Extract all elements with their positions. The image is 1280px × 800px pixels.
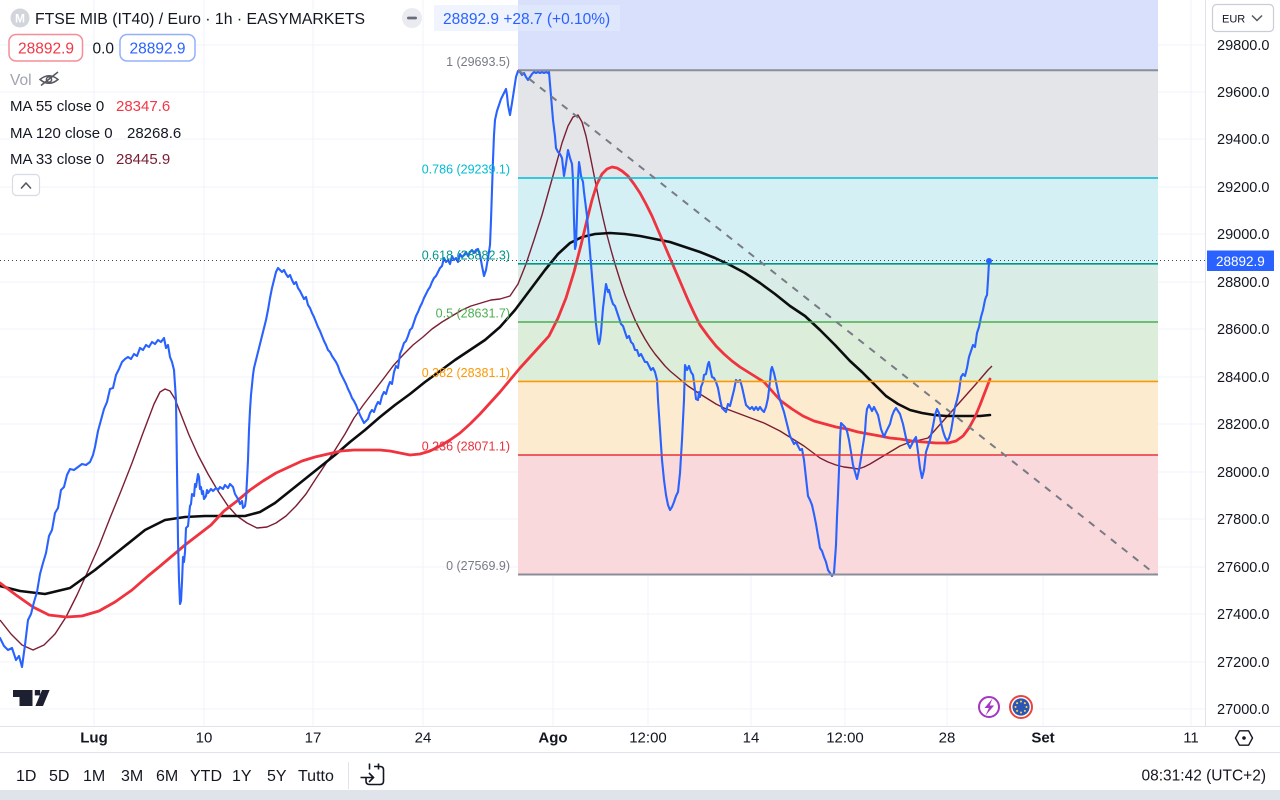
svg-text:28400.0: 28400.0	[1217, 370, 1269, 386]
svg-text:1 (29693.5): 1 (29693.5)	[446, 55, 510, 69]
svg-text:28892.9: 28892.9	[1216, 254, 1265, 269]
svg-text:M: M	[15, 12, 25, 26]
svg-text:27800.0: 27800.0	[1217, 512, 1269, 528]
svg-text:28347.6: 28347.6	[116, 98, 170, 115]
svg-text:5D: 5D	[49, 768, 69, 785]
svg-text:FTSE MIB (IT40) / Euro · 1h ·: FTSE MIB (IT40) / Euro · 1h · EASYMARKET…	[35, 11, 365, 28]
svg-text:29200.0: 29200.0	[1217, 180, 1269, 196]
svg-text:28892.9 +28.7 (+0.10%): 28892.9 +28.7 (+0.10%)	[443, 11, 610, 28]
svg-text:14: 14	[743, 730, 760, 747]
svg-text:27600.0: 27600.0	[1217, 560, 1269, 576]
svg-text:1D: 1D	[16, 768, 36, 785]
svg-text:MA 33 close 0: MA 33 close 0	[10, 151, 104, 168]
svg-text:Set: Set	[1031, 730, 1054, 747]
svg-text:28800.0: 28800.0	[1217, 275, 1269, 291]
svg-text:EUR: EUR	[1222, 14, 1245, 26]
svg-text:29400.0: 29400.0	[1217, 132, 1269, 148]
svg-text:29600.0: 29600.0	[1217, 85, 1269, 101]
svg-text:Lug: Lug	[80, 730, 108, 747]
svg-text:28445.9: 28445.9	[116, 151, 170, 168]
svg-text:28892.9: 28892.9	[18, 41, 74, 58]
svg-text:0.236 (28071.1): 0.236 (28071.1)	[422, 440, 510, 454]
svg-text:28: 28	[939, 730, 956, 747]
svg-text:0.5 (28631.7): 0.5 (28631.7)	[436, 307, 510, 321]
svg-text:MA 55 close 0: MA 55 close 0	[10, 98, 104, 115]
svg-text:0.786 (29239.1): 0.786 (29239.1)	[422, 163, 510, 177]
svg-text:27000.0: 27000.0	[1217, 702, 1269, 718]
svg-text:Ago: Ago	[538, 730, 567, 747]
svg-text:YTD: YTD	[190, 768, 222, 785]
svg-text:6M: 6M	[156, 768, 178, 785]
svg-text:28200.0: 28200.0	[1217, 417, 1269, 433]
svg-text:10: 10	[196, 730, 213, 747]
svg-text:Tutto: Tutto	[298, 768, 334, 785]
svg-text:28892.9: 28892.9	[129, 41, 185, 58]
svg-text:MA 120 close 0: MA 120 close 0	[10, 125, 113, 142]
svg-text:0.382 (28381.1): 0.382 (28381.1)	[422, 366, 510, 380]
svg-text:1M: 1M	[83, 768, 105, 785]
svg-text:Vol: Vol	[10, 72, 32, 89]
svg-text:17: 17	[305, 730, 322, 747]
svg-text:28600.0: 28600.0	[1217, 322, 1269, 338]
svg-text:29000.0: 29000.0	[1217, 227, 1269, 243]
svg-text:5Y: 5Y	[267, 768, 287, 785]
svg-text:12:00: 12:00	[826, 730, 864, 747]
svg-text:12:00: 12:00	[629, 730, 667, 747]
svg-text:0.618 (28882.3): 0.618 (28882.3)	[422, 248, 510, 262]
svg-text:1Y: 1Y	[232, 768, 252, 785]
svg-text:0 (27569.9): 0 (27569.9)	[446, 559, 510, 573]
svg-text:24: 24	[415, 730, 432, 747]
svg-text:28268.6: 28268.6	[127, 125, 181, 142]
svg-text:29800.0: 29800.0	[1217, 38, 1269, 54]
svg-text:08:31:42 (UTC+2): 08:31:42 (UTC+2)	[1142, 768, 1267, 785]
svg-text:0.0: 0.0	[93, 41, 115, 58]
svg-text:27400.0: 27400.0	[1217, 607, 1269, 623]
svg-text:28000.0: 28000.0	[1217, 465, 1269, 481]
svg-text:11: 11	[1183, 730, 1199, 747]
svg-text:27200.0: 27200.0	[1217, 655, 1269, 671]
svg-text:3M: 3M	[121, 768, 143, 785]
